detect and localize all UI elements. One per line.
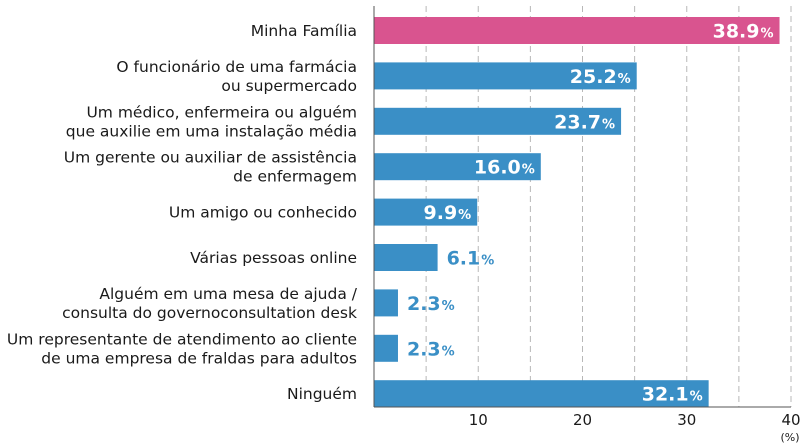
category-label: que auxilie em uma instalação média (66, 122, 357, 140)
category-label: ou supermercado (221, 77, 357, 95)
bar (374, 380, 709, 408)
category-label: Um gerente ou auxiliar de assistência (64, 149, 357, 167)
data-label: 6.1% (447, 248, 495, 270)
data-label: 16.0% (474, 157, 535, 179)
category-label: Ninguém (287, 385, 357, 403)
tick-label: 10 (469, 411, 488, 429)
bar (374, 17, 780, 44)
grid-lines (425, 6, 792, 407)
data-label: 25.2% (570, 66, 631, 88)
axis-unit-label: (%) (780, 431, 799, 444)
category-label: Minha Família (251, 22, 357, 40)
bar (374, 334, 398, 362)
category-label: de uma empresa de fraldas para adultos (41, 349, 357, 367)
category-label: de enfermagem (233, 168, 357, 186)
data-label: 2.3% (407, 293, 455, 315)
tick-label: 20 (573, 411, 592, 429)
category-label: Um médico, enfermeira ou alguém (86, 103, 357, 121)
bar (374, 198, 478, 226)
category-label: Várias pessoas online (190, 249, 357, 267)
category-label: O funcionário de uma farmácia (116, 58, 357, 76)
category-label: Um representante de atendimento ao clien… (7, 330, 357, 348)
bar (374, 153, 541, 181)
data-label: 38.9% (713, 21, 774, 43)
data-label: 9.9% (424, 202, 472, 224)
bar (374, 107, 622, 135)
category-label: consulta do governoconsultation desk (62, 304, 357, 322)
x-axis: 10 20 30 40 (%) (373, 6, 800, 444)
data-label: 23.7% (554, 111, 615, 133)
category-label: Alguém em uma mesa de ajuda / (99, 285, 357, 303)
value-labels: 38.9% 25.2% 23.7% 16.0% 9.9% 6.1% 2.3% 2.3% 32.1… (407, 21, 774, 406)
tick-label: 40 (781, 411, 800, 429)
bar (374, 62, 637, 90)
bar (374, 244, 438, 271)
data-label: 2.3% (407, 338, 455, 360)
category-label: Um amigo ou conhecido (169, 204, 357, 222)
bars-group (374, 17, 780, 408)
category-labels: Minha Família O funcionário de uma farmác… (7, 22, 358, 403)
bar (374, 289, 398, 317)
data-label: 32.1% (642, 384, 703, 406)
tick-label: 30 (677, 411, 696, 429)
